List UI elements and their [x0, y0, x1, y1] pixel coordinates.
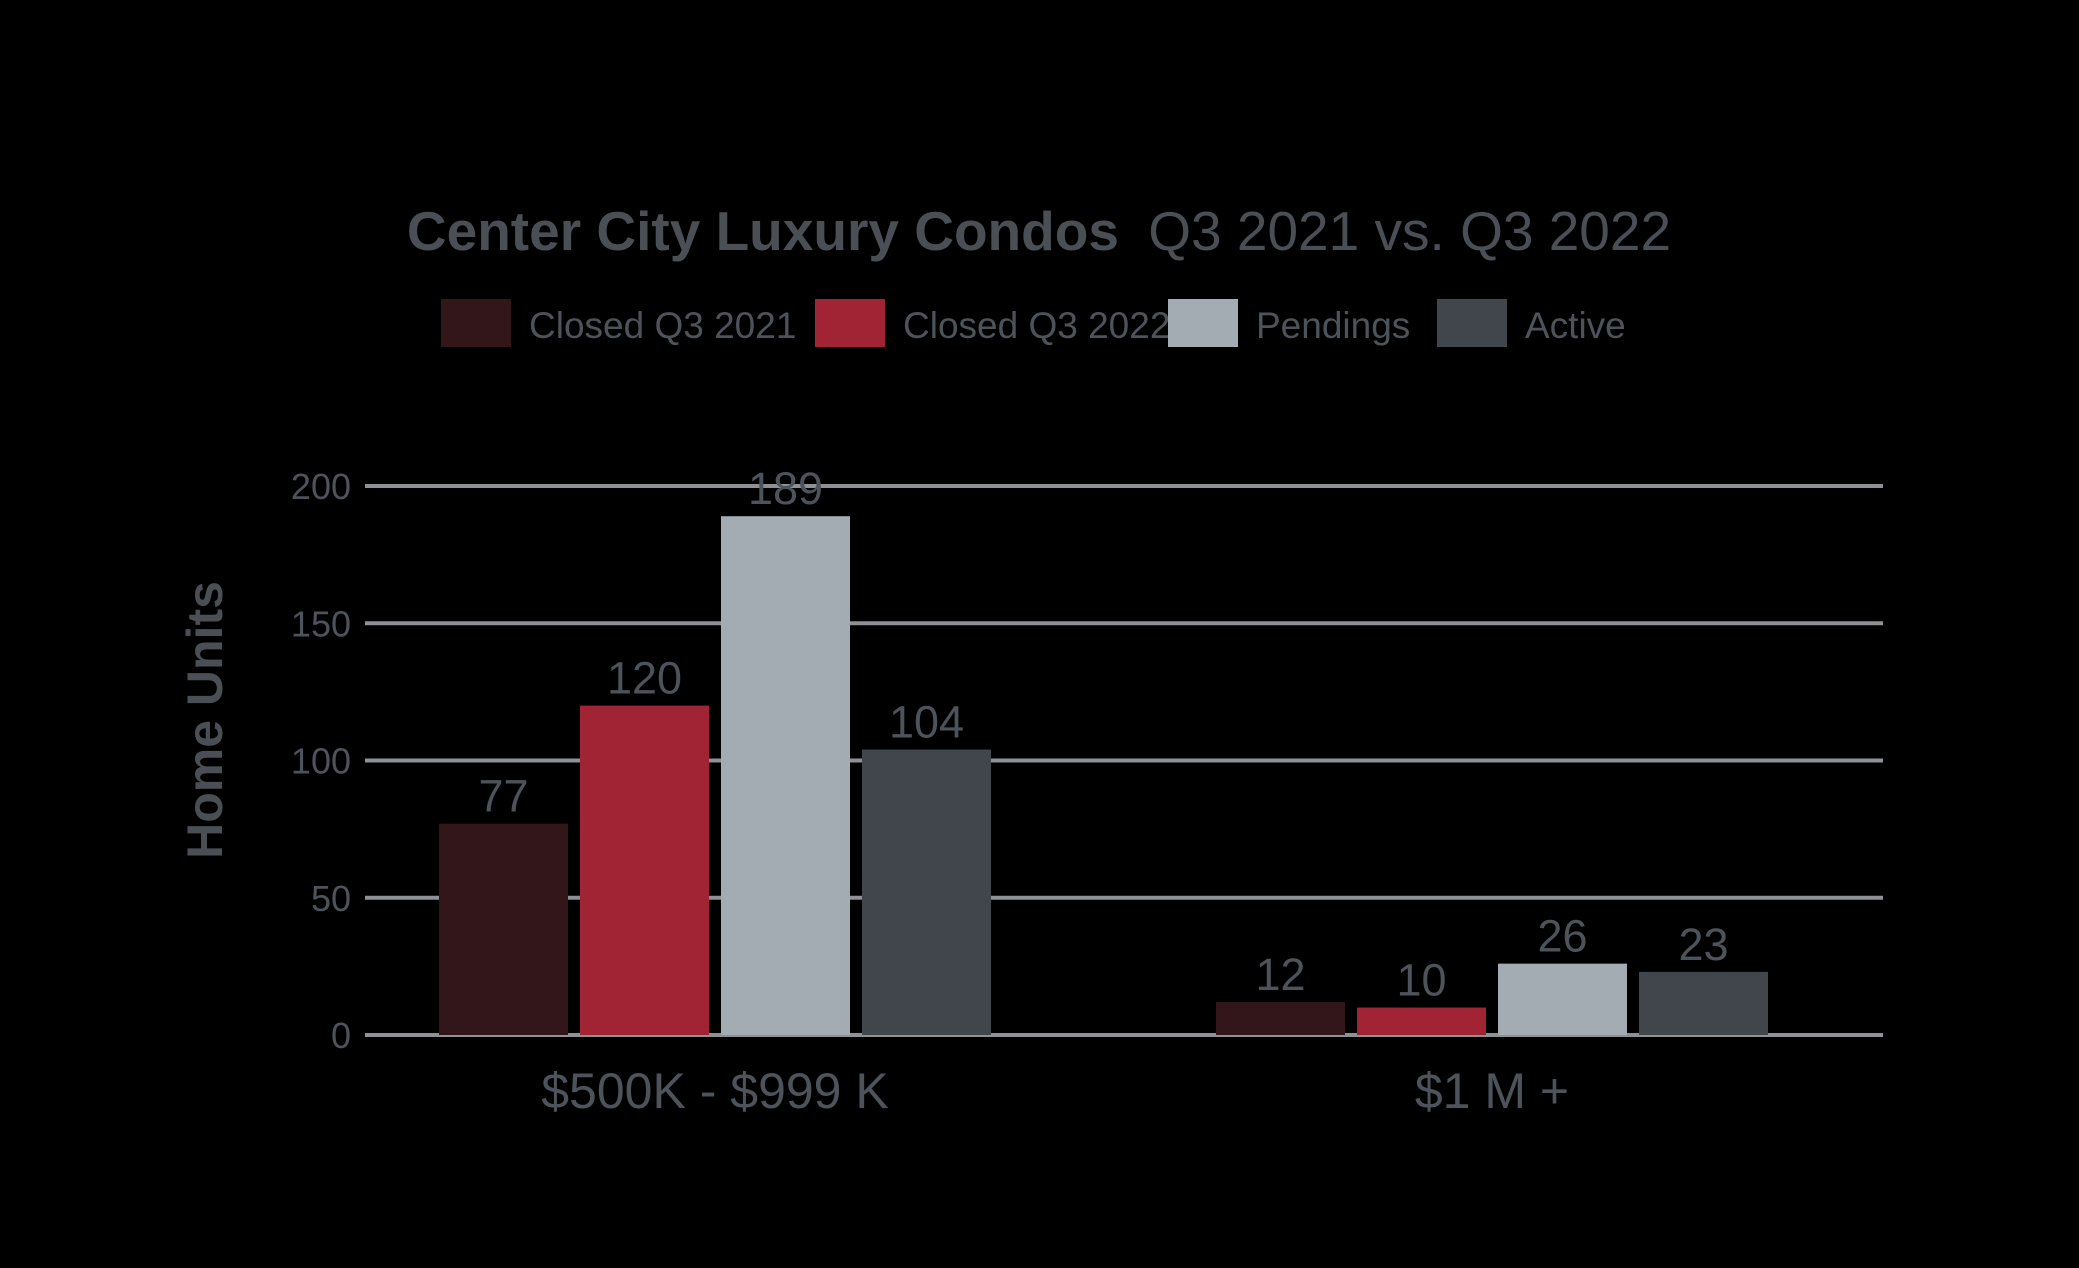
bar-500k-999-k-active — [862, 749, 991, 1035]
legend-swatch-active — [1437, 299, 1507, 347]
category-label-2: $1 M + — [1415, 1063, 1569, 1119]
data-label-500k-999-k-pendings: 189 — [748, 463, 823, 514]
bar-1-m-closed-q3-2022 — [1357, 1007, 1486, 1035]
y-tick-label-0: 0 — [331, 1015, 351, 1056]
bar-1-m-pendings — [1498, 963, 1627, 1035]
legend-swatch-pendings — [1168, 299, 1238, 347]
bar-500k-999-k-closed-q3-2021 — [439, 823, 568, 1035]
y-axis-ticks: 0 50 100 150 200 — [291, 466, 351, 1056]
data-labels: 77 120 189 104 12 10 26 23 — [478, 463, 1728, 1005]
bar-500k-999-k-pendings — [721, 516, 850, 1035]
data-label-500k-999-k-active: 104 — [889, 697, 964, 748]
bars — [439, 516, 1768, 1035]
legend-label-pendings: Pendings — [1256, 305, 1410, 346]
bar-500k-999-k-closed-q3-2022 — [580, 705, 709, 1035]
legend-swatch-closed-q3-2022 — [815, 299, 885, 347]
data-label-500k-999-k-closed-q3-2022: 120 — [607, 653, 682, 704]
data-label-1-m-pendings: 26 — [1537, 911, 1587, 962]
y-tick-label-50: 50 — [311, 878, 351, 919]
chart-title-bold: Center City Luxury Condos — [407, 200, 1119, 262]
category-label-1: $500K - $999 K — [541, 1063, 889, 1119]
legend-swatch-closed-q3-2021 — [441, 299, 511, 347]
y-tick-label-200: 200 — [291, 466, 351, 507]
y-tick-label-150: 150 — [291, 603, 351, 644]
data-label-1-m-active: 23 — [1678, 919, 1728, 970]
bar-1-m-closed-q3-2021 — [1216, 1002, 1345, 1035]
category-labels: $500K - $999 K $1 M + — [541, 1063, 1569, 1119]
y-tick-label-100: 100 — [291, 741, 351, 782]
chart-title: Center City Luxury Condos Q3 2021 vs. Q3… — [407, 200, 1671, 262]
legend-label-closed-q3-2022: Closed Q3 2022 — [903, 305, 1170, 346]
chart-title-light: Q3 2021 vs. Q3 2022 — [1148, 200, 1671, 262]
legend: Closed Q3 2021 Closed Q3 2022 Pendings Acti… — [441, 299, 1626, 347]
data-label-1-m-closed-q3-2021: 12 — [1255, 949, 1305, 1000]
bar-1-m-active — [1639, 971, 1768, 1035]
legend-label-active: Active — [1525, 305, 1626, 346]
data-label-500k-999-k-closed-q3-2021: 77 — [478, 771, 528, 822]
legend-label-closed-q3-2021: Closed Q3 2021 — [529, 305, 796, 346]
data-label-1-m-closed-q3-2022: 10 — [1396, 955, 1446, 1006]
y-axis-title: Home Units — [177, 581, 233, 859]
